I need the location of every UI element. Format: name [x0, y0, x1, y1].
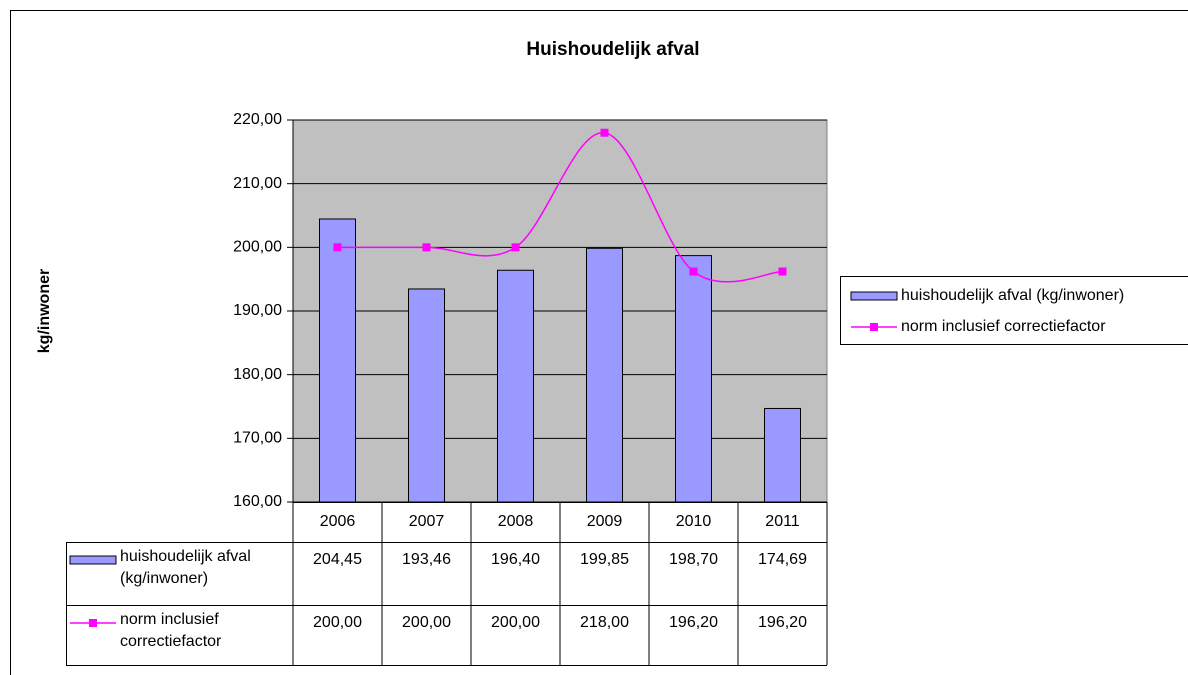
table-value: 198,70 [669, 551, 718, 568]
table-value: 196,20 [669, 614, 718, 631]
bar [497, 269, 534, 503]
x-tick-label: 2008 [498, 513, 534, 530]
y-tick-label: 190,00 [233, 302, 282, 319]
line-marker [689, 267, 698, 276]
x-tick-label: 2006 [320, 513, 356, 530]
bar [764, 407, 801, 503]
y-tick-label: 170,00 [233, 430, 282, 447]
table-value: 218,00 [580, 614, 629, 631]
y-axis-label: kg/inwoner [36, 269, 53, 353]
table-legend-key [89, 619, 97, 627]
table-value: 200,00 [313, 614, 362, 631]
table-value: 196,20 [758, 614, 807, 631]
line-marker [778, 267, 787, 276]
table-value: 200,00 [491, 614, 540, 631]
line-marker [511, 243, 520, 252]
y-tick-label: 210,00 [233, 175, 282, 192]
legend-label: norm inclusief correctiefactor [901, 318, 1106, 335]
table-value: 193,46 [402, 551, 451, 568]
legend-box [840, 276, 1188, 345]
y-tick-label: 200,00 [233, 239, 282, 256]
bar [675, 255, 712, 503]
x-tick-label: 2007 [409, 513, 445, 530]
table-row-header-text: huishoudelijk afval (kg/inwoner) [120, 548, 251, 587]
table-value: 204,45 [313, 551, 362, 568]
chart-title: Huishoudelijk afval [526, 39, 699, 60]
y-tick-label: 220,00 [233, 111, 282, 128]
bar [586, 247, 623, 503]
table-legend-key [69, 555, 117, 565]
y-tick-label: 160,00 [233, 493, 282, 510]
bar [408, 288, 445, 503]
table-row-header: norm inclusief correctiefactor [120, 611, 222, 650]
table-row-header: huishoudelijk afval (kg/inwoner) [120, 548, 251, 587]
x-tick-label: 2009 [587, 513, 623, 530]
table-value: 199,85 [580, 551, 629, 568]
legend-label: huishoudelijk afval (kg/inwoner) [901, 287, 1124, 304]
line-marker [333, 243, 342, 252]
y-tick-label: 180,00 [233, 366, 282, 383]
table-value: 196,40 [491, 551, 540, 568]
line-marker [600, 128, 609, 137]
legend-key [850, 291, 898, 301]
line-marker [422, 243, 431, 252]
x-tick-label: 2010 [676, 513, 712, 530]
table-row-header-text: norm inclusief correctiefactor [120, 611, 222, 650]
table-value: 174,69 [758, 551, 807, 568]
x-tick-label: 2011 [765, 513, 800, 530]
table-value: 200,00 [402, 614, 451, 631]
legend-key [870, 323, 878, 331]
bar [319, 218, 356, 503]
